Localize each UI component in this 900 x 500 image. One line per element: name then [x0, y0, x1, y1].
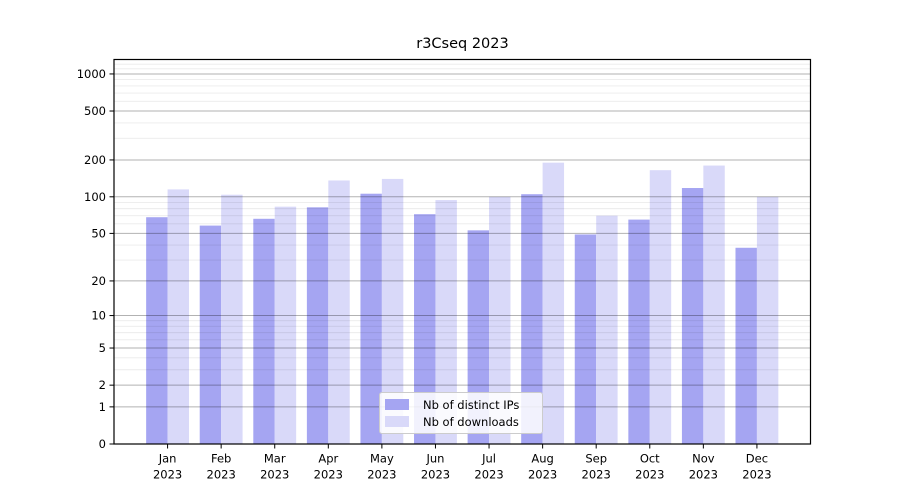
legend-swatch-distinct-ips: [385, 399, 409, 410]
bar-downloads-may: [381, 178, 404, 444]
y-tick-label-1000: 1000: [77, 67, 106, 81]
x-tick-label-year-aug: 2023: [528, 468, 557, 482]
bar-distinct-ips-oct: [628, 219, 650, 444]
x-tick-label-year-apr: 2023: [314, 468, 343, 482]
x-tick-label-month-mar: Mar: [264, 452, 286, 466]
bar-distinct-ips-jul: [467, 230, 490, 444]
bar-downloads-sep: [596, 215, 618, 444]
x-tick-label-month-jan: Jan: [158, 452, 177, 466]
bar-distinct-ips-feb: [199, 225, 222, 444]
y-tick-label-2: 2: [99, 378, 106, 392]
bar-downloads-jun: [435, 200, 457, 444]
y-tick-label-50: 50: [91, 226, 106, 240]
x-tick-label-year-jan: 2023: [153, 468, 182, 482]
bar-distinct-ips-sep: [574, 234, 597, 444]
y-tick-label-500: 500: [84, 104, 106, 118]
bar-distinct-ips-nov: [681, 188, 704, 444]
x-tick-label-month-aug: Aug: [531, 452, 553, 466]
y-tick-label-20: 20: [91, 274, 106, 288]
x-tick-label-month-jul: Jul: [481, 452, 496, 466]
y-tick-label-1: 1: [99, 400, 106, 414]
bar-downloads-oct: [649, 170, 672, 444]
bar-distinct-ips-may: [360, 193, 382, 444]
legend-item-distinct-ips: Nb of distinct IPs: [385, 398, 542, 412]
bar-distinct-ips-jan: [146, 217, 168, 444]
x-tick-label-month-sep: Sep: [585, 452, 607, 466]
x-tick-label-year-feb: 2023: [207, 468, 236, 482]
x-tick-label-month-oct: Oct: [640, 452, 660, 466]
x-tick-label-year-oct: 2023: [635, 468, 664, 482]
y-tick-label-100: 100: [84, 190, 106, 204]
x-tick-label-year-dec: 2023: [742, 468, 771, 482]
x-tick-label-month-nov: Nov: [692, 452, 715, 466]
x-tick-label-year-nov: 2023: [689, 468, 718, 482]
x-tick-label-month-jun: Jun: [425, 452, 444, 466]
bar-downloads-mar: [274, 206, 297, 444]
bar-distinct-ips-aug: [521, 194, 543, 444]
legend-item-downloads: Nb of downloads: [385, 415, 542, 429]
y-tick-label-200: 200: [84, 153, 106, 167]
x-tick-label-month-may: May: [370, 452, 394, 466]
bar-downloads-jul: [489, 196, 511, 444]
legend-swatch-downloads: [385, 416, 409, 427]
bar-distinct-ips-dec: [735, 247, 757, 444]
x-tick-label-year-may: 2023: [367, 468, 396, 482]
legend: Nb of distinct IPs Nb of downloads: [379, 392, 543, 434]
y-tick-label-5: 5: [99, 341, 106, 355]
y-tick-label-0: 0: [99, 437, 106, 451]
chart-title: r3Cseq 2023: [416, 36, 509, 52]
x-tick-label-month-apr: Apr: [318, 452, 338, 466]
legend-label-distinct-ips: Nb of distinct IPs: [423, 397, 520, 412]
y-tick-label-10: 10: [91, 309, 106, 323]
x-tick-label-year-sep: 2023: [582, 468, 611, 482]
bar-downloads-aug: [542, 162, 565, 444]
x-tick-label-year-mar: 2023: [260, 468, 289, 482]
bar-downloads-jan: [167, 189, 190, 444]
bar-downloads-apr: [328, 180, 350, 444]
bar-distinct-ips-apr: [306, 207, 329, 444]
bar-downloads-feb: [221, 194, 243, 444]
legend-label-downloads: Nb of downloads: [423, 414, 519, 429]
bar-distinct-ips-jun: [414, 214, 436, 444]
bar-downloads-nov: [703, 165, 725, 444]
x-tick-label-year-jun: 2023: [421, 468, 450, 482]
x-tick-label-month-feb: Feb: [211, 452, 231, 466]
bar-distinct-ips-mar: [253, 218, 275, 444]
x-tick-label-year-jul: 2023: [474, 468, 503, 482]
bar-downloads-dec: [756, 196, 779, 444]
plot-frame: [113, 58, 812, 445]
x-tick-label-month-dec: Dec: [746, 452, 768, 466]
